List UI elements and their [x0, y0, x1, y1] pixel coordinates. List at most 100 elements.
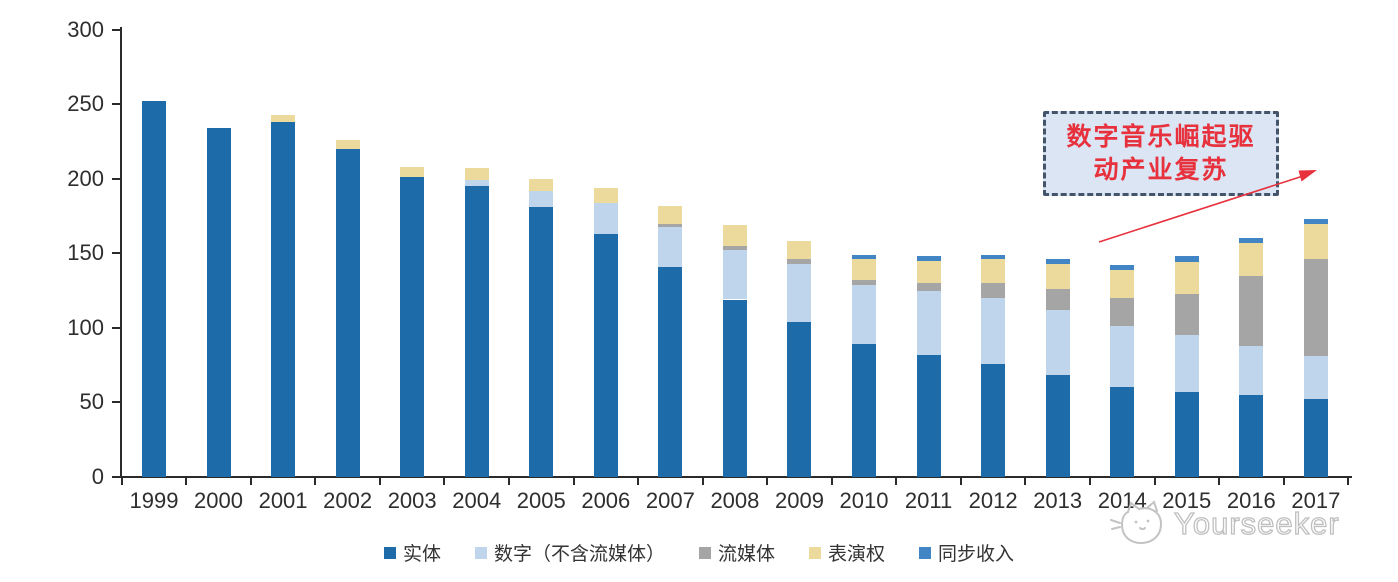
- x-axis-label: 2010: [839, 488, 889, 513]
- bar-segment: [464, 180, 489, 187]
- legend-item: 表演权: [809, 539, 885, 566]
- x-axis-label: 2017: [1291, 488, 1341, 513]
- bar-segment: [1174, 262, 1199, 294]
- x-axis-tick: [766, 478, 769, 485]
- y-axis-tick: [112, 252, 120, 255]
- bar-segment: [141, 101, 166, 477]
- bar-segment: [400, 177, 425, 477]
- x-axis-tick: [120, 478, 123, 485]
- bar-segment: [529, 178, 554, 191]
- bar-segment: [981, 363, 1006, 477]
- bar-segment: [464, 168, 489, 181]
- bar-segment: [658, 226, 683, 267]
- bar-segment: [206, 128, 231, 477]
- bar-segment: [787, 241, 812, 260]
- bar-segment: [852, 284, 877, 345]
- y-axis-label: 0: [91, 463, 104, 489]
- bar-segment: [593, 233, 618, 477]
- bar-segment: [1239, 345, 1264, 395]
- x-axis-label: 2000: [194, 488, 243, 513]
- bar-segment: [335, 149, 360, 477]
- bar-segment: [593, 187, 618, 203]
- x-axis-label: 2004: [452, 488, 502, 513]
- bar-segment: [852, 254, 877, 260]
- y-axis-tick: [112, 177, 120, 180]
- bar-segment: [722, 250, 747, 300]
- bar-segment: [1303, 259, 1328, 357]
- bar-segment: [1174, 391, 1199, 477]
- bar-segment: [400, 166, 425, 178]
- x-axis-tick: [895, 478, 898, 485]
- bar-segment: [916, 256, 941, 261]
- legend: 实体 数字（不含流媒体） 流媒体 表演权 同步收入: [0, 539, 1398, 566]
- x-axis-label: 2015: [1162, 488, 1212, 513]
- x-axis-tick: [443, 478, 446, 485]
- bar-segment: [981, 298, 1006, 364]
- bar-segment: [1110, 269, 1135, 298]
- bar-segment: [658, 266, 683, 477]
- x-axis-tick: [572, 478, 575, 485]
- y-axis-label: 300: [67, 17, 104, 42]
- x-axis-tick: [1153, 478, 1156, 485]
- x-axis-tick: [378, 478, 381, 485]
- annotation-text-line1: 数字音乐崛起驱: [1066, 123, 1256, 151]
- bar-segment: [1045, 375, 1070, 477]
- bar-segment: [1303, 223, 1328, 260]
- bar-segment: [1239, 275, 1264, 346]
- legend-item: 数字（不含流媒体）: [474, 539, 665, 566]
- bar-segment: [1045, 289, 1070, 310]
- legend-swatch-icon: [474, 546, 487, 559]
- legend-label: 实体: [402, 544, 441, 565]
- bar-segment: [529, 190, 554, 208]
- bar-segment: [981, 254, 1006, 260]
- y-axis-label: 150: [67, 240, 104, 266]
- x-axis-label: 2003: [387, 488, 437, 513]
- x-axis-tick: [1024, 478, 1027, 485]
- bar-segment: [1045, 309, 1070, 376]
- bar-segment: [1110, 326, 1135, 388]
- bar-segment: [722, 245, 747, 251]
- bar-segment: [1110, 387, 1135, 477]
- y-axis-label: 200: [67, 165, 104, 191]
- x-axis-tick: [1282, 478, 1285, 485]
- watermark: Yourseeker: [1108, 498, 1340, 550]
- y-axis-tick: [112, 103, 120, 106]
- bar-segment: [916, 260, 941, 284]
- x-axis-tick: [830, 478, 833, 485]
- bar-segment: [1110, 265, 1135, 270]
- bar-segment: [464, 186, 489, 477]
- x-axis-label: 2001: [258, 488, 308, 513]
- legend-swatch-icon: [809, 546, 821, 559]
- bar-segment: [981, 283, 1006, 298]
- legend-swatch-icon: [919, 546, 932, 559]
- legend-swatch-icon: [698, 546, 711, 559]
- bar-segment: [722, 225, 747, 246]
- x-axis-tick: [1218, 478, 1221, 485]
- cat-face-icon: [1110, 500, 1163, 545]
- legend-label: 流媒体: [717, 544, 775, 565]
- legend-label: 数字（不含流媒体）: [493, 544, 665, 565]
- x-axis-label: 2005: [516, 488, 566, 513]
- annotation-callout: 数字音乐崛起驱 动产业复苏: [1043, 111, 1279, 196]
- x-axis-label: 2002: [323, 488, 373, 513]
- bar-segment: [981, 259, 1006, 284]
- x-axis-tick: [701, 478, 704, 485]
- legend-item: 流媒体: [698, 539, 775, 566]
- legend-label: 表演权: [828, 544, 886, 565]
- x-axis-tick: [185, 478, 188, 485]
- y-axis-label: 100: [67, 314, 104, 340]
- bar-segment: [658, 223, 683, 227]
- y-axis-line: [119, 27, 122, 478]
- annotation-text-line2: 动产业复苏: [1093, 156, 1229, 184]
- bar-segment: [1303, 356, 1328, 400]
- x-axis-tick: [508, 478, 510, 485]
- watermark-text: Yourseeker: [1173, 505, 1340, 541]
- bar-segment: [593, 202, 618, 234]
- bar-segment: [1045, 259, 1070, 264]
- x-axis-label: 2011: [904, 488, 953, 513]
- y-axis-label: 50: [79, 389, 104, 415]
- x-axis-label: 2008: [710, 488, 760, 513]
- bar-segment: [335, 140, 360, 150]
- y-axis-tick: [112, 401, 120, 404]
